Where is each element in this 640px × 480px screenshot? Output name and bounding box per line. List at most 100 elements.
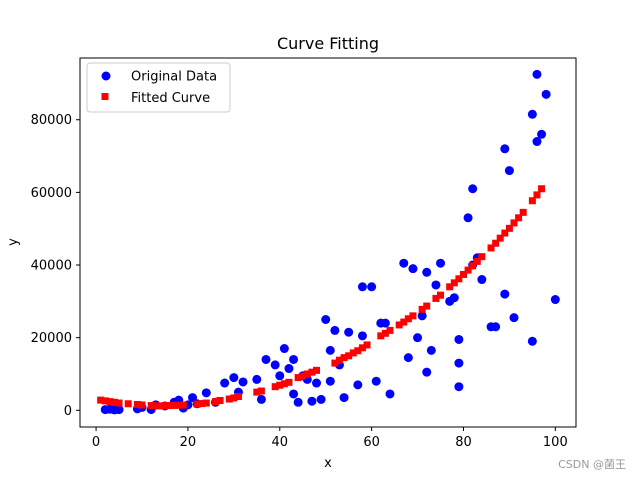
x-tick-label: 80 (455, 435, 472, 450)
y-tick-label: 80000 (31, 113, 72, 128)
original-data-point (330, 325, 340, 335)
fitted-curve-point (464, 266, 472, 274)
fitted-curve-point (257, 387, 265, 395)
original-data-point (238, 377, 248, 387)
fitted-curve-point (345, 352, 353, 360)
fitted-curve-point (418, 305, 426, 313)
original-data-point (229, 373, 239, 383)
original-data-point (284, 364, 294, 374)
fitted-curve-point (432, 294, 440, 302)
x-tick-label: 40 (272, 435, 289, 450)
original-data-point (252, 374, 262, 384)
fitted-curve-point (152, 402, 160, 410)
fitted-curve-point (400, 318, 408, 326)
original-data-point (454, 382, 464, 392)
fitted-curve-point (358, 344, 366, 352)
fitted-curve-point (381, 329, 389, 337)
original-data-point (325, 345, 335, 355)
fitted-curve-point (294, 374, 302, 382)
fitted-curve-point (271, 383, 279, 391)
original-data-point (500, 289, 510, 299)
original-data-point (321, 315, 331, 324)
fitted-curve-point (198, 400, 206, 408)
fitted-curve-point (202, 399, 210, 407)
fitted-curve-point (487, 244, 495, 252)
original-data-point (293, 397, 303, 407)
original-data-point (477, 275, 487, 285)
legend-label-fitted: Fitted Curve (131, 91, 210, 106)
original-data-point (344, 327, 354, 337)
watermark: CSDN @菌王 (558, 458, 626, 471)
legend-label-original: Original Data (131, 70, 217, 85)
original-data-point (114, 405, 124, 415)
original-data-point (312, 378, 322, 388)
fitted-curve-point (340, 354, 348, 362)
x-axis-label: x (324, 456, 332, 471)
original-data-point (527, 109, 537, 119)
fitted-curve-point (161, 402, 169, 410)
original-data-point (532, 69, 542, 79)
fitted-curve-point (335, 356, 343, 364)
x-tick-label: 60 (363, 435, 380, 450)
fitted-curve-point (124, 400, 132, 408)
fitted-curve-point (280, 380, 288, 388)
fitted-curve-point (156, 402, 164, 410)
y-axis-label: y (6, 238, 21, 246)
original-data-point (325, 376, 335, 386)
fitted-curve-point (115, 399, 123, 407)
fitted-curve-point (349, 349, 357, 357)
original-data-point (468, 184, 478, 194)
fitted-curve-point (331, 359, 339, 367)
legend: Original Data Fitted Curve (86, 62, 231, 113)
original-data-point (201, 388, 211, 398)
original-data-point (357, 331, 367, 341)
original-data-point (307, 396, 317, 406)
original-data-point (532, 137, 542, 147)
fitted-curve-point (519, 208, 527, 216)
original-data-point (541, 89, 551, 99)
legend-frame (86, 62, 231, 113)
chart-title: Curve Fitting (277, 34, 379, 53)
fitted-curve-point (437, 291, 445, 299)
y-tick-label: 0 (64, 404, 72, 419)
original-data-point (454, 358, 464, 368)
fitted-curve-point (133, 400, 141, 408)
fitted-curve-point (505, 224, 513, 232)
original-data-point (408, 264, 418, 274)
fitted-curve-point (211, 398, 219, 406)
original-data-point (316, 394, 326, 404)
fitted-curve-point (147, 402, 155, 410)
fitted-curve-point (253, 388, 261, 396)
series-fitted-curve (97, 185, 546, 410)
original-data-point (188, 393, 198, 403)
fitted-curve-point (101, 397, 109, 405)
original-data-point (275, 371, 285, 381)
original-data-point (504, 166, 514, 176)
original-data-point (431, 280, 441, 290)
original-data-point (261, 354, 271, 364)
original-data-point (500, 144, 510, 154)
x-axis: 0 20 40 60 80 100 (92, 427, 568, 450)
original-data-point (220, 378, 230, 388)
fitted-curve-point (97, 396, 105, 404)
fitted-curve-point (538, 185, 546, 193)
original-data-point (550, 295, 560, 305)
original-data-point (270, 360, 280, 370)
fitted-curve-point (110, 398, 118, 406)
original-data-point (491, 322, 501, 332)
original-data-point (367, 282, 377, 292)
y-tick-label: 40000 (31, 259, 72, 274)
fitted-curve-point (276, 381, 284, 389)
fitted-curve-point (313, 366, 321, 374)
fitted-curve-point (386, 326, 394, 334)
fitted-curve-point (515, 214, 523, 222)
x-tick-label: 100 (543, 435, 568, 450)
fitted-curve-point (528, 197, 536, 205)
fitted-curve-point (303, 370, 311, 378)
fitted-curve-point (473, 257, 481, 265)
original-data-point (422, 267, 432, 277)
x-tick-label: 20 (180, 435, 197, 450)
fitted-curve-point (404, 315, 412, 323)
fitted-curve-point (446, 283, 454, 291)
fitted-curve-point (423, 302, 431, 310)
